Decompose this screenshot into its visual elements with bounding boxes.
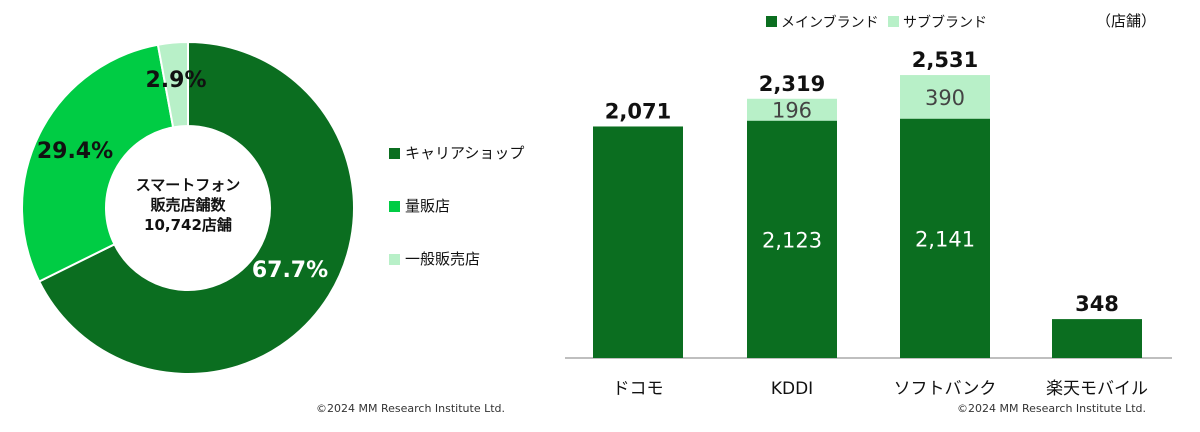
- donut-legend-label-1: キャリアショップ: [405, 144, 524, 162]
- x-tick-label-1: ドコモ: [613, 379, 664, 399]
- donut-slice-label-2: 29.4%: [37, 139, 113, 164]
- donut-legend-label-2: 量販店: [405, 197, 450, 215]
- stacked-bar-chart: 2,071 ドコモ 2,123 196 2,319 KDDI 2,141 390 2,531 ソフ…: [565, 48, 1172, 399]
- bar-total-label-2: 2,319: [759, 72, 825, 96]
- donut-slice-label-1: 67.7%: [252, 258, 328, 283]
- bar-total-label-1: 2,071: [605, 99, 671, 123]
- bar-main-2: [747, 120, 837, 358]
- donut-center-label-3: 10,742店舗: [144, 216, 232, 234]
- donut-legend-swatch-3: [389, 254, 400, 265]
- bar-legend-label-2: サブブランド: [903, 14, 987, 31]
- donut-legend-swatch-2: [389, 201, 400, 212]
- bar-value-label-main-2: 2,123: [762, 228, 822, 252]
- donut-slice-label-3: 2.9%: [145, 68, 206, 93]
- donut-legend-swatch-1: [389, 148, 400, 159]
- donut-copyright: ©2024 MM Research Institute Ltd.: [316, 402, 506, 415]
- bar-main-1: [593, 126, 683, 358]
- bar-value-label-sub-2: 196: [772, 99, 812, 123]
- bar-total-label-4: 348: [1075, 292, 1119, 316]
- donut-slice-3: [156, 40, 189, 129]
- x-tick-label-3: ソフトバンク: [894, 379, 997, 399]
- bar-main-3: [900, 118, 990, 358]
- x-tick-label-2: KDDI: [771, 379, 813, 399]
- donut-legend-label-3: 一般販売店: [405, 250, 480, 268]
- bar-value-label-sub-3: 390: [925, 86, 965, 110]
- bar-total-label-3: 2,531: [912, 48, 978, 72]
- bar-legend-swatch-2: [888, 16, 899, 27]
- bar-sub-2: [747, 98, 837, 121]
- bar-main-4: [1052, 319, 1142, 358]
- x-tick-label-4: 楽天モバイル: [1046, 379, 1148, 399]
- donut-slice-1: [37, 40, 355, 375]
- bar-legend-label-1: メインブランド: [781, 14, 879, 31]
- bar-legend: メインブランド サブブランド: [766, 14, 987, 31]
- bar-legend-swatch-1: [766, 16, 777, 27]
- bar-sub-3: [900, 75, 990, 119]
- bar-copyright: ©2024 MM Research Institute Ltd.: [957, 402, 1147, 415]
- unit-label: （店舗）: [1096, 12, 1157, 30]
- donut-center-label-1: スマートフォン: [136, 176, 241, 194]
- donut-slice-2: [21, 43, 175, 283]
- donut-center-label-2: 販売店舗数: [150, 196, 226, 214]
- bar-value-label-main-3: 2,141: [915, 227, 975, 251]
